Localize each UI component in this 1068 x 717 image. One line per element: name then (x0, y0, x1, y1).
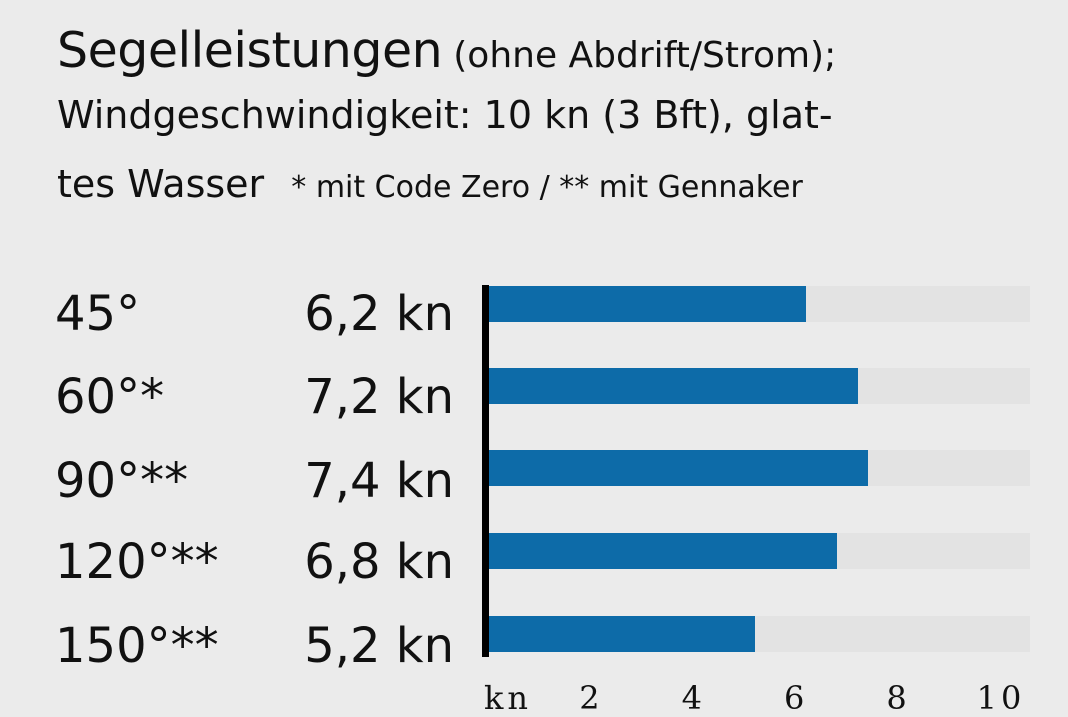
x-tick-label: 8 (886, 679, 911, 717)
y-axis-line (482, 285, 489, 657)
value-label: 6,8 kn (304, 534, 454, 590)
value-label: 5,2 kn (304, 618, 454, 674)
value-label: 7,4 kn (304, 453, 454, 509)
value-label: 7,2 kn (304, 369, 454, 425)
value-label: 6,2 kn (304, 286, 454, 342)
category-label: 90°** (55, 453, 189, 509)
category-label: 150°** (55, 618, 219, 674)
x-tick-label: 2 (579, 679, 604, 717)
category-label: 120°** (55, 534, 219, 590)
chart-title: Segelleistungen (57, 22, 443, 79)
category-label: 60°* (55, 369, 165, 425)
x-tick-label: 10 (976, 679, 1026, 717)
chart-title-sub: (ohne Abdrift/Strom); (453, 35, 837, 76)
bar (489, 368, 858, 404)
subtitle-line-3-text: tes Wasser (57, 162, 265, 206)
category-label: 45° (55, 286, 141, 342)
title-line-1: Segelleistungen (ohne Abdrift/Strom); (57, 26, 836, 75)
bar (489, 616, 756, 652)
bar (489, 450, 868, 486)
subtitle-line-3: tes Wasser * mit Code Zero / ** mit Genn… (57, 165, 803, 203)
x-tick-label: 4 (681, 679, 706, 717)
subtitle-line-2: Windgeschwindigkeit: 10 kn (3 Bft), glat… (57, 93, 833, 137)
bar (489, 286, 807, 322)
footnote-legend: * mit Code Zero / ** mit Gennaker (291, 170, 803, 205)
x-axis-unit-label: kn (484, 679, 532, 717)
bar (489, 533, 838, 569)
x-tick-label: 6 (784, 679, 809, 717)
